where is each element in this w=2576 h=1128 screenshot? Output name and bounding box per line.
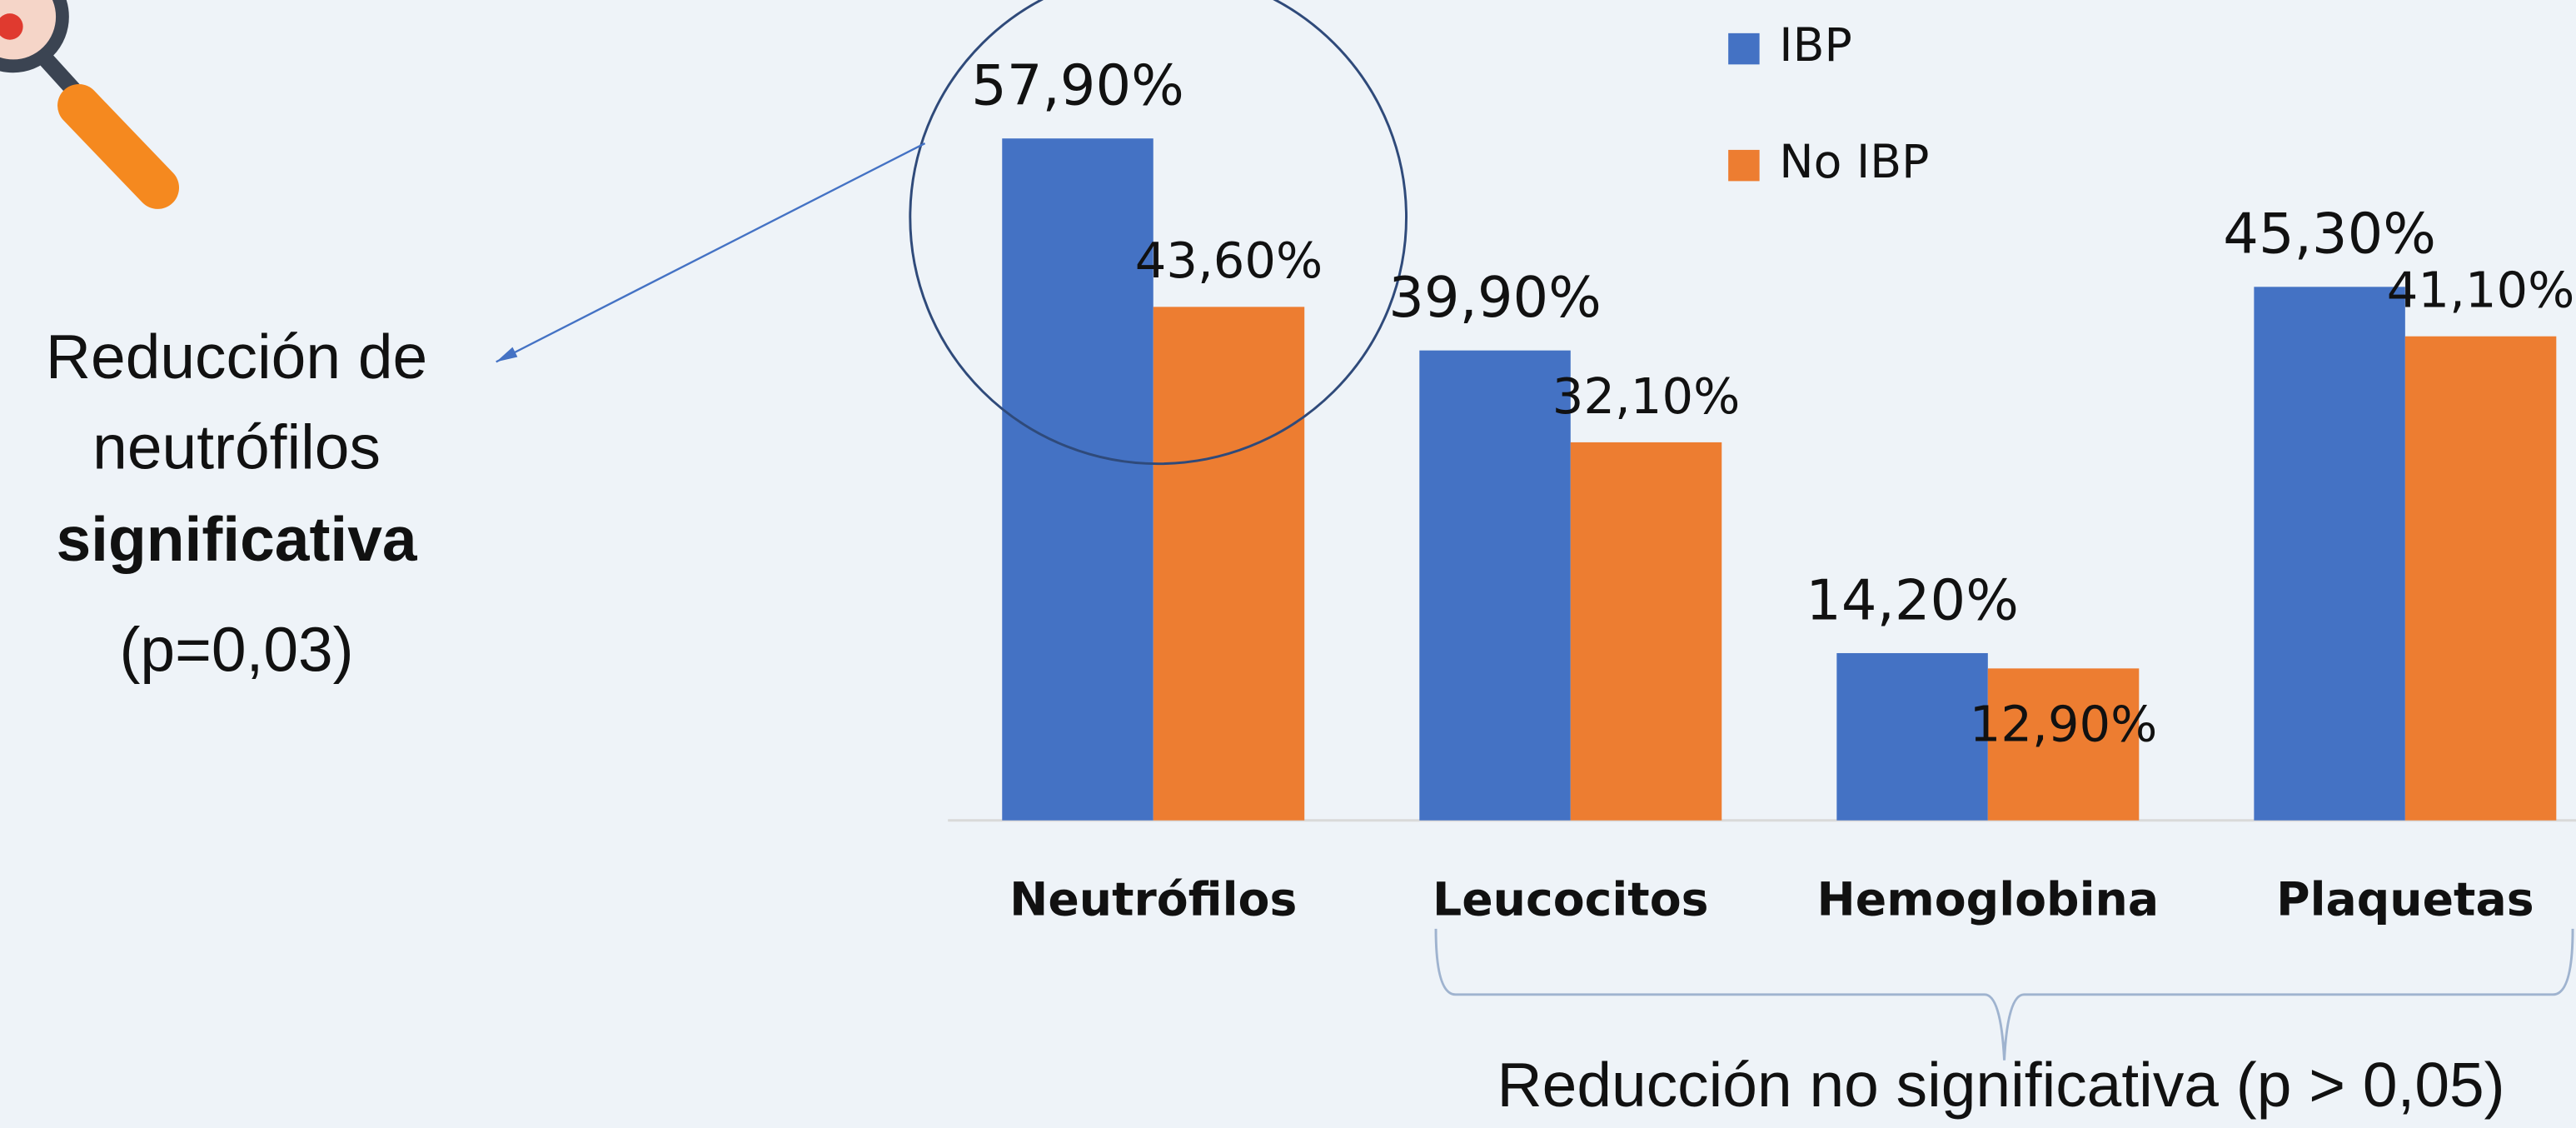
x-tick-label: Hemoglobina — [1817, 873, 2160, 926]
bar — [1153, 307, 1304, 820]
data-label: 14,20% — [1806, 567, 2019, 632]
legend-swatch — [1728, 33, 1759, 64]
data-label: 39,90% — [1388, 265, 1602, 330]
data-label: 45,30% — [2223, 202, 2436, 267]
data-label: 41,10% — [2387, 262, 2575, 319]
bar — [1571, 442, 1721, 821]
bar — [2254, 287, 2404, 820]
annotation: Reducción de — [46, 322, 427, 392]
annotation: Reducción no significativa (p > 0,05) — [1497, 1050, 2505, 1120]
legend-swatch — [1728, 150, 1759, 181]
page: {"chart_data": {"type": "bar", "categori… — [0, 0, 2576, 1128]
data-label: 12,90% — [1970, 695, 2158, 752]
bar — [1836, 653, 1987, 821]
annotation: significativa — [56, 504, 417, 574]
x-tick-label: Neutrófilos — [1009, 873, 1297, 926]
data-label: 43,60% — [1135, 232, 1323, 289]
bar — [1002, 138, 1153, 821]
x-tick-label: Leucocitos — [1432, 873, 1708, 926]
legend-label: IBP — [1779, 19, 1851, 72]
legend-label: No IBP — [1779, 136, 1929, 189]
bar — [1419, 351, 1570, 821]
data-label: 32,10% — [1552, 367, 1741, 425]
chart: Reducción de neutrófilos significativa (… — [0, 0, 2576, 1128]
data-label: 57,90% — [971, 53, 1184, 118]
x-tick-label: Plaquetas — [2276, 873, 2534, 926]
bar — [2405, 337, 2556, 821]
annotation: (p=0,03) — [119, 614, 353, 684]
annotation: neutrófilos — [92, 412, 381, 482]
